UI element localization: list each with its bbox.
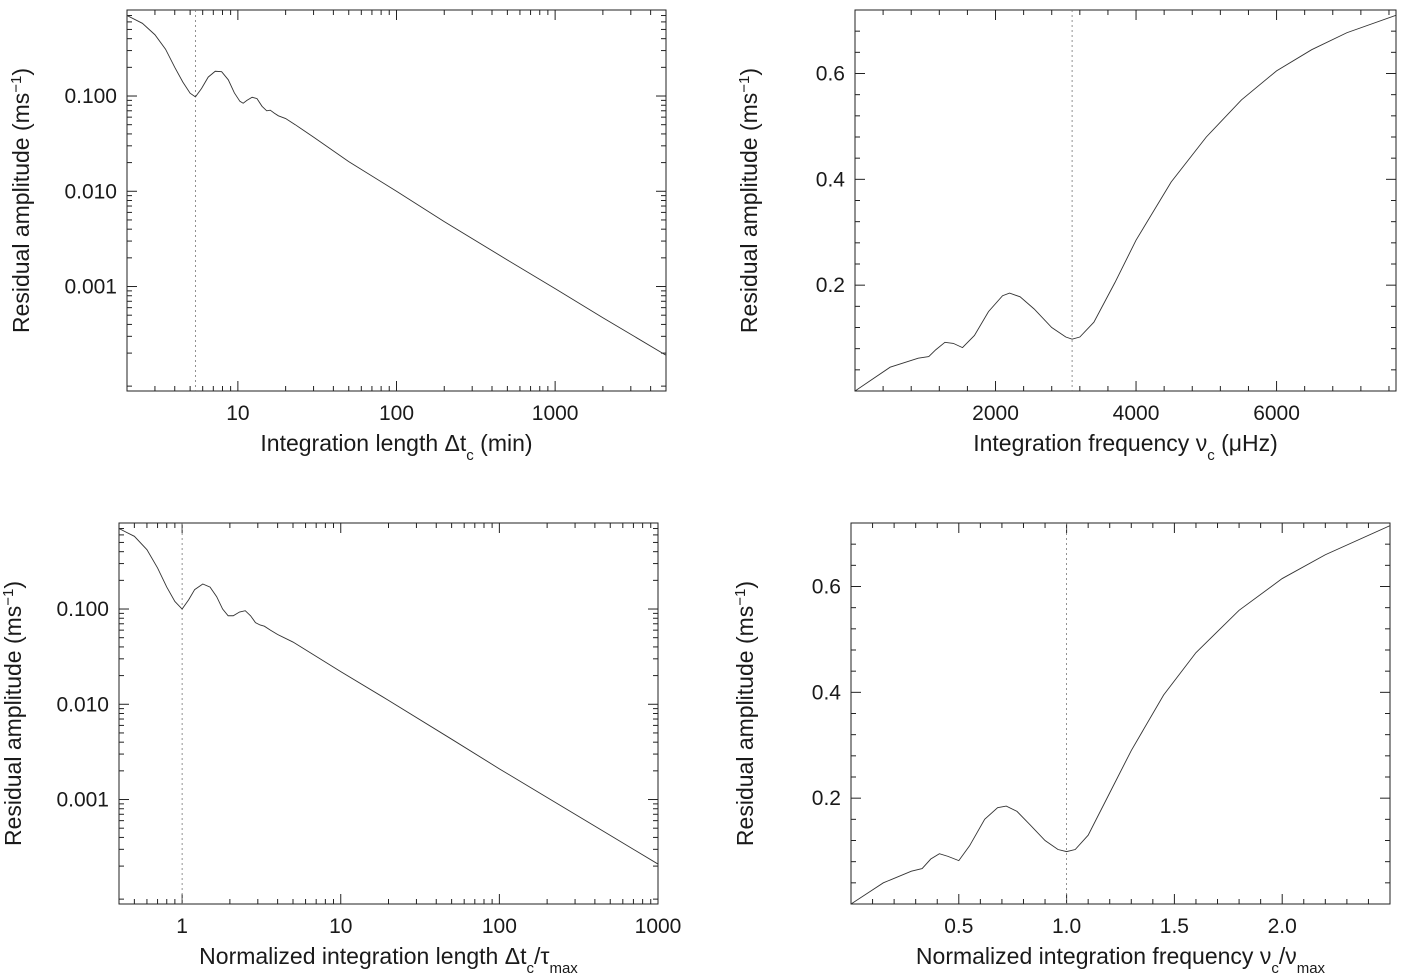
y-tick-label: 0.6: [816, 63, 845, 86]
y-tick-label: 0.2: [812, 787, 841, 810]
y-tick-label: 0.4: [812, 681, 842, 704]
series-line-1: [119, 528, 658, 865]
y-tick-label: 0.001: [56, 789, 109, 812]
series-line-1: [127, 15, 666, 356]
panel-2: 2000 4000 6000 0.2 0.4 0.6 Integration frequen…: [736, 9, 1397, 464]
plot-frame: [126, 9, 667, 392]
x-tick-label: 10: [226, 402, 249, 425]
panel-1: 10 100 1000 0.100 0.010 0.001 Integration leng…: [8, 9, 667, 464]
plot-frame: [854, 9, 1397, 392]
y-tick-label: 0.100: [64, 85, 117, 108]
plot-frame: [850, 522, 1391, 905]
x-tick-label: 1000: [532, 402, 579, 425]
x-tick-label: 1.0: [1052, 915, 1081, 938]
panel-4: 0.5 1.0 1.5 2.0 0.2 0.4 0.6 Normalized integrat…: [732, 522, 1391, 973]
x-tick-label: 100: [482, 915, 517, 938]
series-line-1: [855, 14, 1396, 391]
y-tick-label: 0.001: [64, 276, 117, 299]
x-tick-label: 1.5: [1160, 915, 1189, 938]
x-tick-label: 2000: [972, 402, 1019, 425]
y-axis-label: Residual amplitude (ms−1): [0, 581, 26, 846]
y-tick-label: 0.2: [816, 274, 845, 297]
y-tick-label: 0.6: [812, 576, 841, 599]
x-tick-label: 100: [379, 402, 414, 425]
y-axis-label: Residual amplitude (ms−1): [8, 68, 35, 333]
x-axis-label: Integration length Δtc (min): [260, 430, 532, 464]
x-tick-label: 1000: [635, 915, 682, 938]
y-axis-label: Residual amplitude (ms−1): [732, 581, 759, 846]
x-axis-label: Integration frequency νc (μHz): [973, 430, 1278, 464]
x-axis-label: Normalized integration length Δtc/τmax: [199, 943, 578, 973]
x-tick-label: 10: [329, 915, 352, 938]
y-tick-label: 0.100: [56, 598, 109, 621]
x-axis-label: Normalized integration frequency νc/νmax: [916, 943, 1326, 973]
plot-frame: [118, 522, 659, 905]
y-axis-label: Residual amplitude (ms−1): [736, 68, 763, 333]
panel-3: 1 10 100 1000 0.100 0.010 0.001 Normalized inte…: [0, 522, 682, 973]
x-tick-label: 4000: [1113, 402, 1160, 425]
y-tick-label: 0.4: [816, 168, 846, 191]
x-tick-label: 2.0: [1268, 915, 1297, 938]
x-tick-label: 6000: [1253, 402, 1300, 425]
x-tick-label: 1: [176, 915, 188, 938]
x-tick-label: 0.5: [944, 915, 973, 938]
y-tick-label: 0.010: [56, 693, 109, 716]
y-tick-label: 0.010: [64, 180, 117, 203]
series-line-1: [851, 525, 1390, 904]
